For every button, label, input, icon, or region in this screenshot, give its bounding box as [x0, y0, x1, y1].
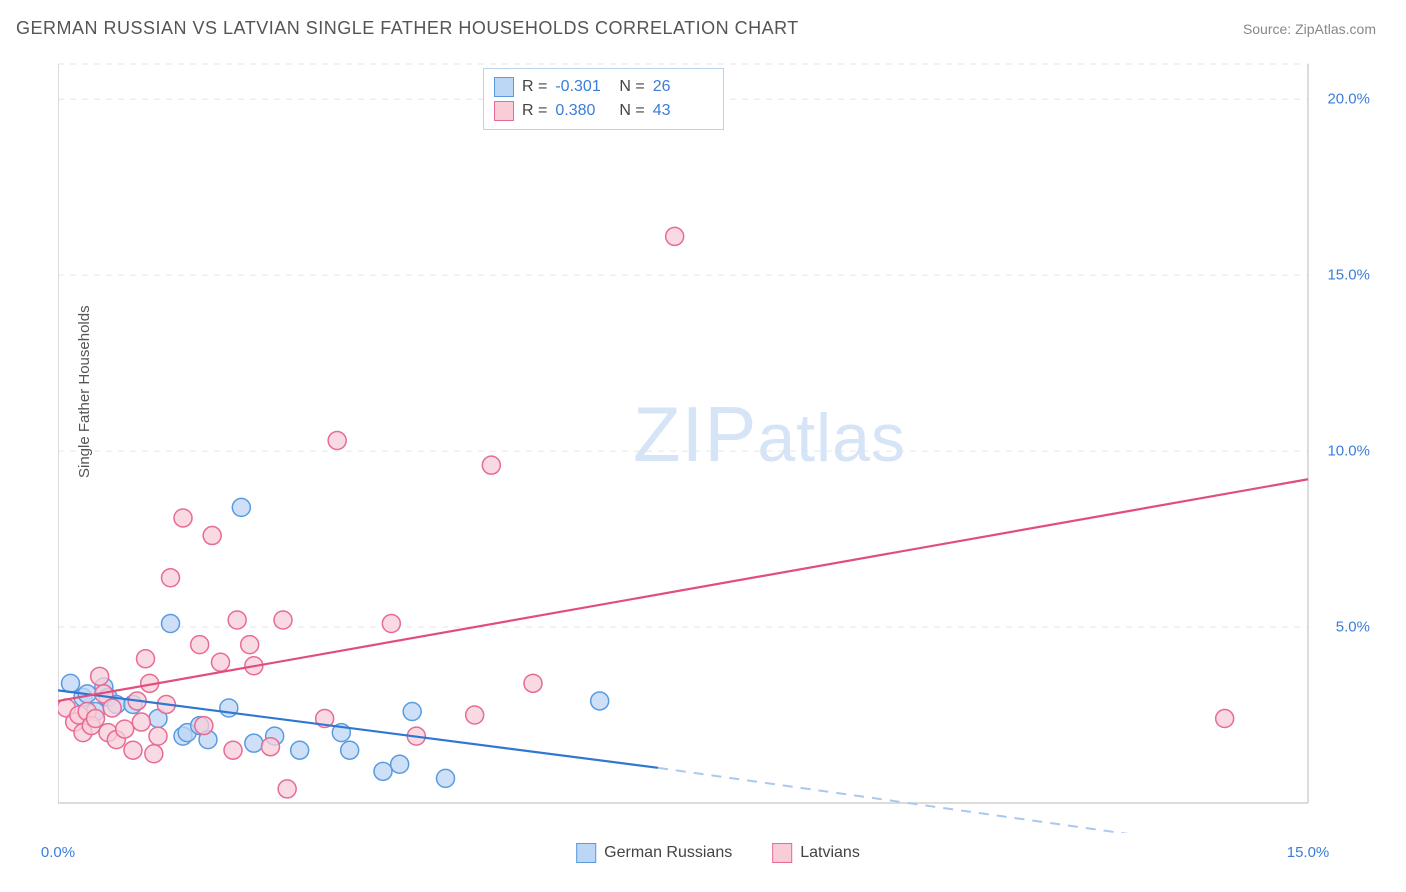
legend-item: German Russians: [576, 843, 732, 863]
n-value: 43: [653, 99, 709, 123]
legend-swatch: [494, 77, 514, 97]
chart-title: GERMAN RUSSIAN VS LATVIAN SINGLE FATHER …: [16, 18, 799, 39]
r-value: 0.380: [555, 99, 611, 123]
legend-label: German Russians: [604, 844, 732, 862]
source-label: Source: ZipAtlas.com: [1243, 21, 1376, 37]
y-tick-label: 15.0%: [1327, 267, 1370, 284]
stats-legend: R = -0.301 N = 26 R = 0.380 N = 43: [483, 68, 724, 130]
n-label: N =: [619, 75, 644, 99]
y-tick-label: 20.0%: [1327, 91, 1370, 108]
r-value: -0.301: [555, 75, 611, 99]
r-label: R =: [522, 99, 547, 123]
legend-label: Latvians: [800, 844, 860, 862]
chart-area: Single Father Households ZIPatlas R =-0.…: [58, 58, 1378, 833]
r-label: R =: [522, 75, 547, 99]
header: GERMAN RUSSIAN VS LATVIAN SINGLE FATHER …: [0, 0, 1406, 51]
stats-legend-row: R = 0.380 N = 43: [494, 99, 709, 123]
x-tick-label: 0.0%: [41, 844, 75, 861]
n-label: N =: [619, 99, 644, 123]
n-value: 26: [653, 75, 709, 99]
legend-item: Latvians: [772, 843, 860, 863]
series-legend: German Russians Latvians: [576, 843, 860, 863]
legend-swatch: [576, 843, 596, 863]
y-tick-label: 5.0%: [1336, 619, 1370, 636]
legend-swatch: [494, 101, 514, 121]
stats-legend-row: R = -0.301 N = 26: [494, 75, 709, 99]
x-tick-label: 15.0%: [1287, 844, 1330, 861]
legend-swatch: [772, 843, 792, 863]
y-tick-label: 10.0%: [1327, 443, 1370, 460]
scatter-plot: [58, 58, 1378, 833]
